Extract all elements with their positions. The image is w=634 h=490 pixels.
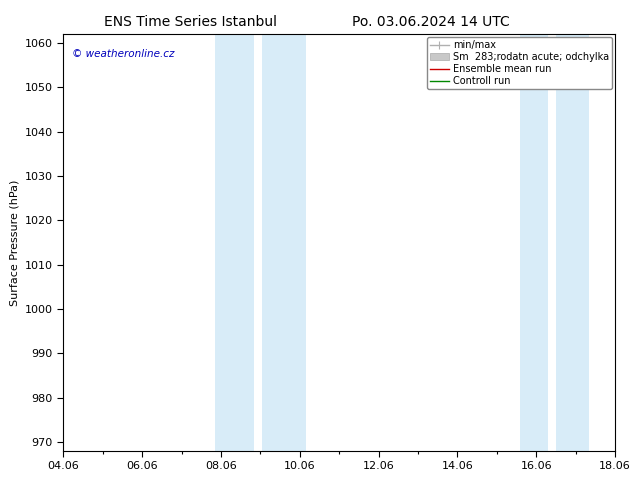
Bar — [262, 34, 306, 451]
Bar — [521, 34, 548, 451]
Bar — [215, 34, 254, 451]
Text: © weatheronline.cz: © weatheronline.cz — [72, 49, 174, 59]
Legend: min/max, Sm  283;rodatn acute; odchylka, Ensemble mean run, Controll run: min/max, Sm 283;rodatn acute; odchylka, … — [427, 37, 612, 89]
Y-axis label: Surface Pressure (hPa): Surface Pressure (hPa) — [10, 179, 19, 306]
Text: Po. 03.06.2024 14 UTC: Po. 03.06.2024 14 UTC — [353, 15, 510, 29]
Bar — [556, 34, 590, 451]
Text: ENS Time Series Istanbul: ENS Time Series Istanbul — [104, 15, 276, 29]
